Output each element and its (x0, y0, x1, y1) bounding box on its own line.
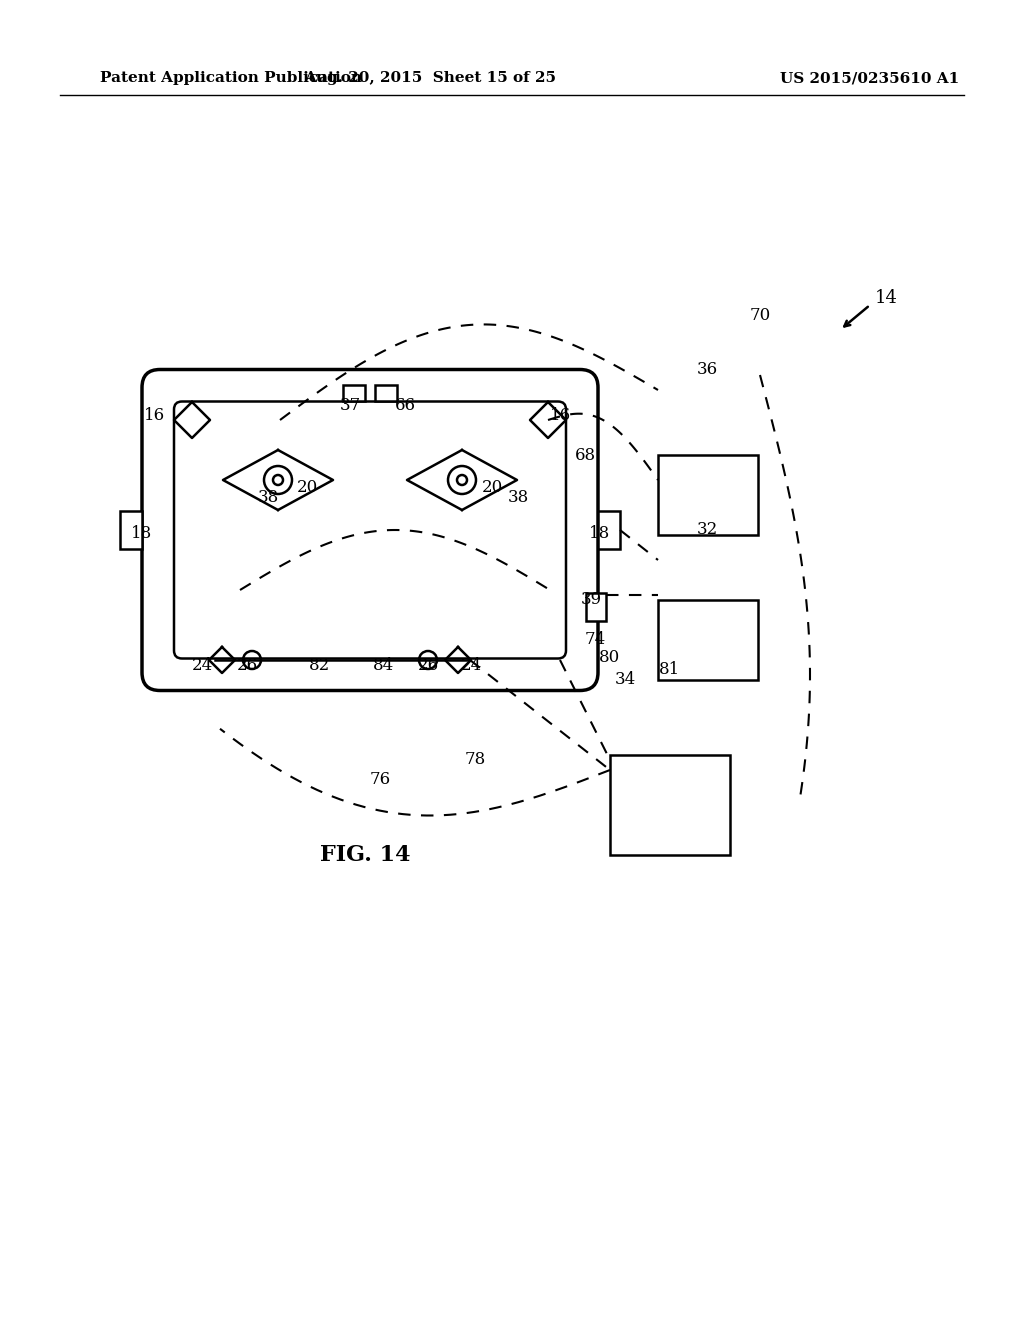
Text: 36: 36 (696, 362, 718, 379)
Text: US 2015/0235610 A1: US 2015/0235610 A1 (780, 71, 959, 84)
Text: 18: 18 (131, 524, 153, 541)
Text: 18: 18 (590, 524, 610, 541)
Text: Patent Application Publication: Patent Application Publication (100, 71, 362, 84)
Bar (610, 755, 730, 855)
Bar (586, 593, 606, 620)
Bar (598, 511, 620, 549)
Text: 14: 14 (874, 289, 898, 308)
Text: 39: 39 (581, 591, 601, 609)
FancyBboxPatch shape (142, 370, 598, 690)
Text: 80: 80 (599, 649, 621, 667)
Bar (658, 455, 758, 535)
Text: 84: 84 (374, 656, 394, 673)
Text: 78: 78 (464, 751, 485, 768)
Text: 24: 24 (191, 656, 213, 673)
Text: 82: 82 (309, 656, 331, 673)
Text: 34: 34 (614, 672, 636, 689)
Bar (343, 385, 365, 401)
Bar (120, 511, 142, 549)
Text: FIG. 14: FIG. 14 (319, 843, 411, 866)
FancyBboxPatch shape (174, 401, 566, 659)
Text: 16: 16 (144, 407, 166, 424)
Text: 70: 70 (750, 306, 771, 323)
Text: Aug. 20, 2015  Sheet 15 of 25: Aug. 20, 2015 Sheet 15 of 25 (304, 71, 556, 84)
Text: 20: 20 (296, 479, 317, 495)
Text: 68: 68 (574, 446, 596, 463)
Text: 74: 74 (585, 631, 605, 648)
Bar (375, 385, 397, 401)
Text: 32: 32 (696, 521, 718, 539)
Text: 37: 37 (339, 396, 360, 413)
Bar (658, 601, 758, 680)
Text: 20: 20 (481, 479, 503, 495)
Text: 81: 81 (659, 661, 681, 678)
Text: 26: 26 (237, 656, 258, 673)
Text: 76: 76 (370, 771, 390, 788)
Text: 38: 38 (257, 488, 279, 506)
Text: 38: 38 (507, 488, 528, 506)
Text: 16: 16 (550, 407, 570, 424)
Text: 24: 24 (461, 656, 481, 673)
Text: 66: 66 (394, 396, 416, 413)
Text: 26: 26 (418, 656, 438, 673)
